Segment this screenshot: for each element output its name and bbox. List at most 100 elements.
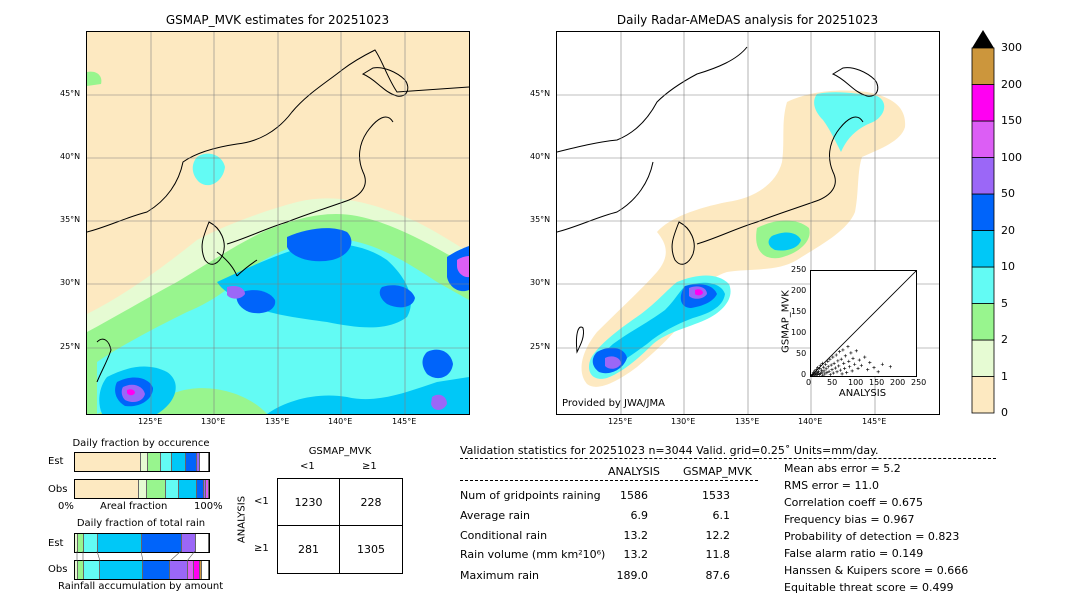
- scatter-plot: [810, 270, 917, 378]
- scatter-point: [876, 370, 880, 374]
- occurrence-title: Daily fraction by occurence: [72, 438, 210, 449]
- occurrence-segment: [166, 480, 180, 498]
- colorbar-label: 200: [1001, 77, 1022, 91]
- scatter-diagonal: [810, 270, 917, 377]
- colorbar-band: [971, 230, 995, 268]
- contingency-col-title: GSMAP_MVK: [308, 446, 372, 457]
- scatter-point: [842, 361, 846, 365]
- scatter-point: [818, 366, 822, 371]
- scatter-point: [826, 365, 830, 369]
- scatter-point: [828, 373, 832, 377]
- contingency-cell: 1230: [294, 496, 323, 509]
- score-rms-error: RMS error = 11.0: [784, 479, 879, 492]
- scatter-point: [857, 358, 861, 362]
- scatter-x-tick: 100: [848, 378, 864, 387]
- contingency-row-label: ≥1: [254, 543, 269, 554]
- scatter-point: [872, 366, 876, 370]
- occurrence-segment: [185, 453, 197, 471]
- scatter-x-tick: 250: [911, 378, 927, 387]
- scatter-point: [816, 371, 820, 375]
- accumulation-segment: [182, 534, 196, 552]
- occurrence-segment: [179, 480, 197, 498]
- scatter-point: [831, 371, 835, 375]
- scatter-xlabel: ANALYSIS: [838, 388, 887, 399]
- scatter-y-tick: 100: [791, 328, 807, 337]
- score-mean-abs-error: Mean abs error = 5.2: [784, 462, 901, 475]
- colorbar-extend-arrow: [972, 30, 994, 48]
- left-gridlines: [87, 32, 469, 414]
- validation-col-gsmap: GSMAP_MVK: [683, 465, 752, 478]
- accumulation-connectors: [76, 551, 196, 561]
- validation-analysis-value: 6.9: [630, 509, 649, 522]
- colorbar-label: 1: [1001, 369, 1008, 383]
- occurrence-segment: [196, 480, 204, 498]
- scatter-point: [851, 356, 855, 360]
- accumulation-segment: [75, 534, 78, 552]
- scatter-point: [827, 369, 831, 373]
- scatter-point: [813, 369, 817, 373]
- accumulation-segment: [194, 561, 200, 579]
- validation-analysis-value: 13.2: [623, 529, 649, 542]
- accumulation-segment: [141, 534, 183, 552]
- scatter-point: [822, 369, 826, 373]
- occurrence-segment: [206, 480, 209, 498]
- scatter-point: [837, 364, 841, 368]
- occurrence-segment: [161, 453, 173, 471]
- validation-analysis-value: 13.2: [623, 548, 649, 561]
- scatter-y-tick: 200: [791, 286, 807, 295]
- contingency-cell: 281: [298, 543, 319, 556]
- right-lat-tick: 40°N: [530, 152, 551, 161]
- scatter-point: [831, 355, 835, 359]
- occurrence-segment: [141, 453, 149, 471]
- occurrence-axis-left: 0%: [58, 501, 74, 512]
- left-lat-tick: 25°N: [60, 342, 81, 351]
- scatter-point: [833, 366, 837, 370]
- right-map-title: Daily Radar-AMeDAS analysis for 20251023: [616, 13, 879, 27]
- scatter-point: [825, 371, 829, 375]
- occurrence-row-label: Est: [48, 456, 64, 467]
- right-lon-tick: 140°E: [798, 417, 823, 426]
- left-lon-tick: 140°E: [328, 417, 353, 426]
- colorbar-label: 50: [1001, 187, 1015, 200]
- left-lon-tick: 125°E: [138, 417, 163, 426]
- score-pod: Probability of detection = 0.823: [784, 530, 960, 543]
- colorbar-label: 10: [1001, 260, 1015, 273]
- scatter-point: [840, 372, 844, 376]
- right-lat-tick: 30°N: [530, 278, 551, 287]
- occurrence-segment: [199, 453, 209, 471]
- colorbar-label: 150: [1001, 114, 1022, 127]
- colorbar-band: [971, 84, 995, 122]
- colorbar-label: 2: [1001, 333, 1008, 346]
- scatter-point: [811, 371, 816, 375]
- colorbar-band: [971, 339, 995, 377]
- scatter-point: [838, 368, 842, 372]
- scatter-point: [813, 371, 817, 376]
- colorbar-band: [971, 376, 995, 414]
- scatter-point: [837, 350, 842, 354]
- occurrence-segment: [75, 453, 142, 471]
- scatter-canvas: [810, 270, 917, 378]
- occurrence-axis-right: 100%: [194, 501, 223, 512]
- accumulation-row-label: Est: [48, 538, 64, 549]
- occurrence-segment: [203, 480, 207, 498]
- right-lon-tick: 145°E: [862, 417, 887, 426]
- scatter-x-tick: 50: [827, 378, 838, 387]
- accumulation-segment: [143, 561, 171, 579]
- colorbar-band: [971, 303, 995, 341]
- colorbar-band: [971, 120, 995, 158]
- left-lat-tick: 35°N: [60, 215, 81, 224]
- colorbar-label: 5: [1001, 296, 1008, 310]
- left-lat-tick: 30°N: [60, 278, 81, 287]
- occurrence-segment: [172, 453, 186, 471]
- validation-row-label: Conditional rain: [460, 529, 548, 542]
- scatter-point: [835, 370, 839, 374]
- validation-row-label: Average rain: [460, 509, 530, 522]
- validation-col-analysis: ANALYSIS: [608, 465, 660, 478]
- occurrence-obs-bar: [74, 479, 210, 499]
- scatter-point: [830, 368, 834, 372]
- score-ets: Equitable threat score = 0.499: [784, 581, 954, 594]
- scatter-point: [824, 362, 828, 366]
- left-lon-tick: 130°E: [201, 417, 226, 426]
- accumulation-segment: [195, 534, 209, 552]
- scatter-point: [814, 368, 819, 372]
